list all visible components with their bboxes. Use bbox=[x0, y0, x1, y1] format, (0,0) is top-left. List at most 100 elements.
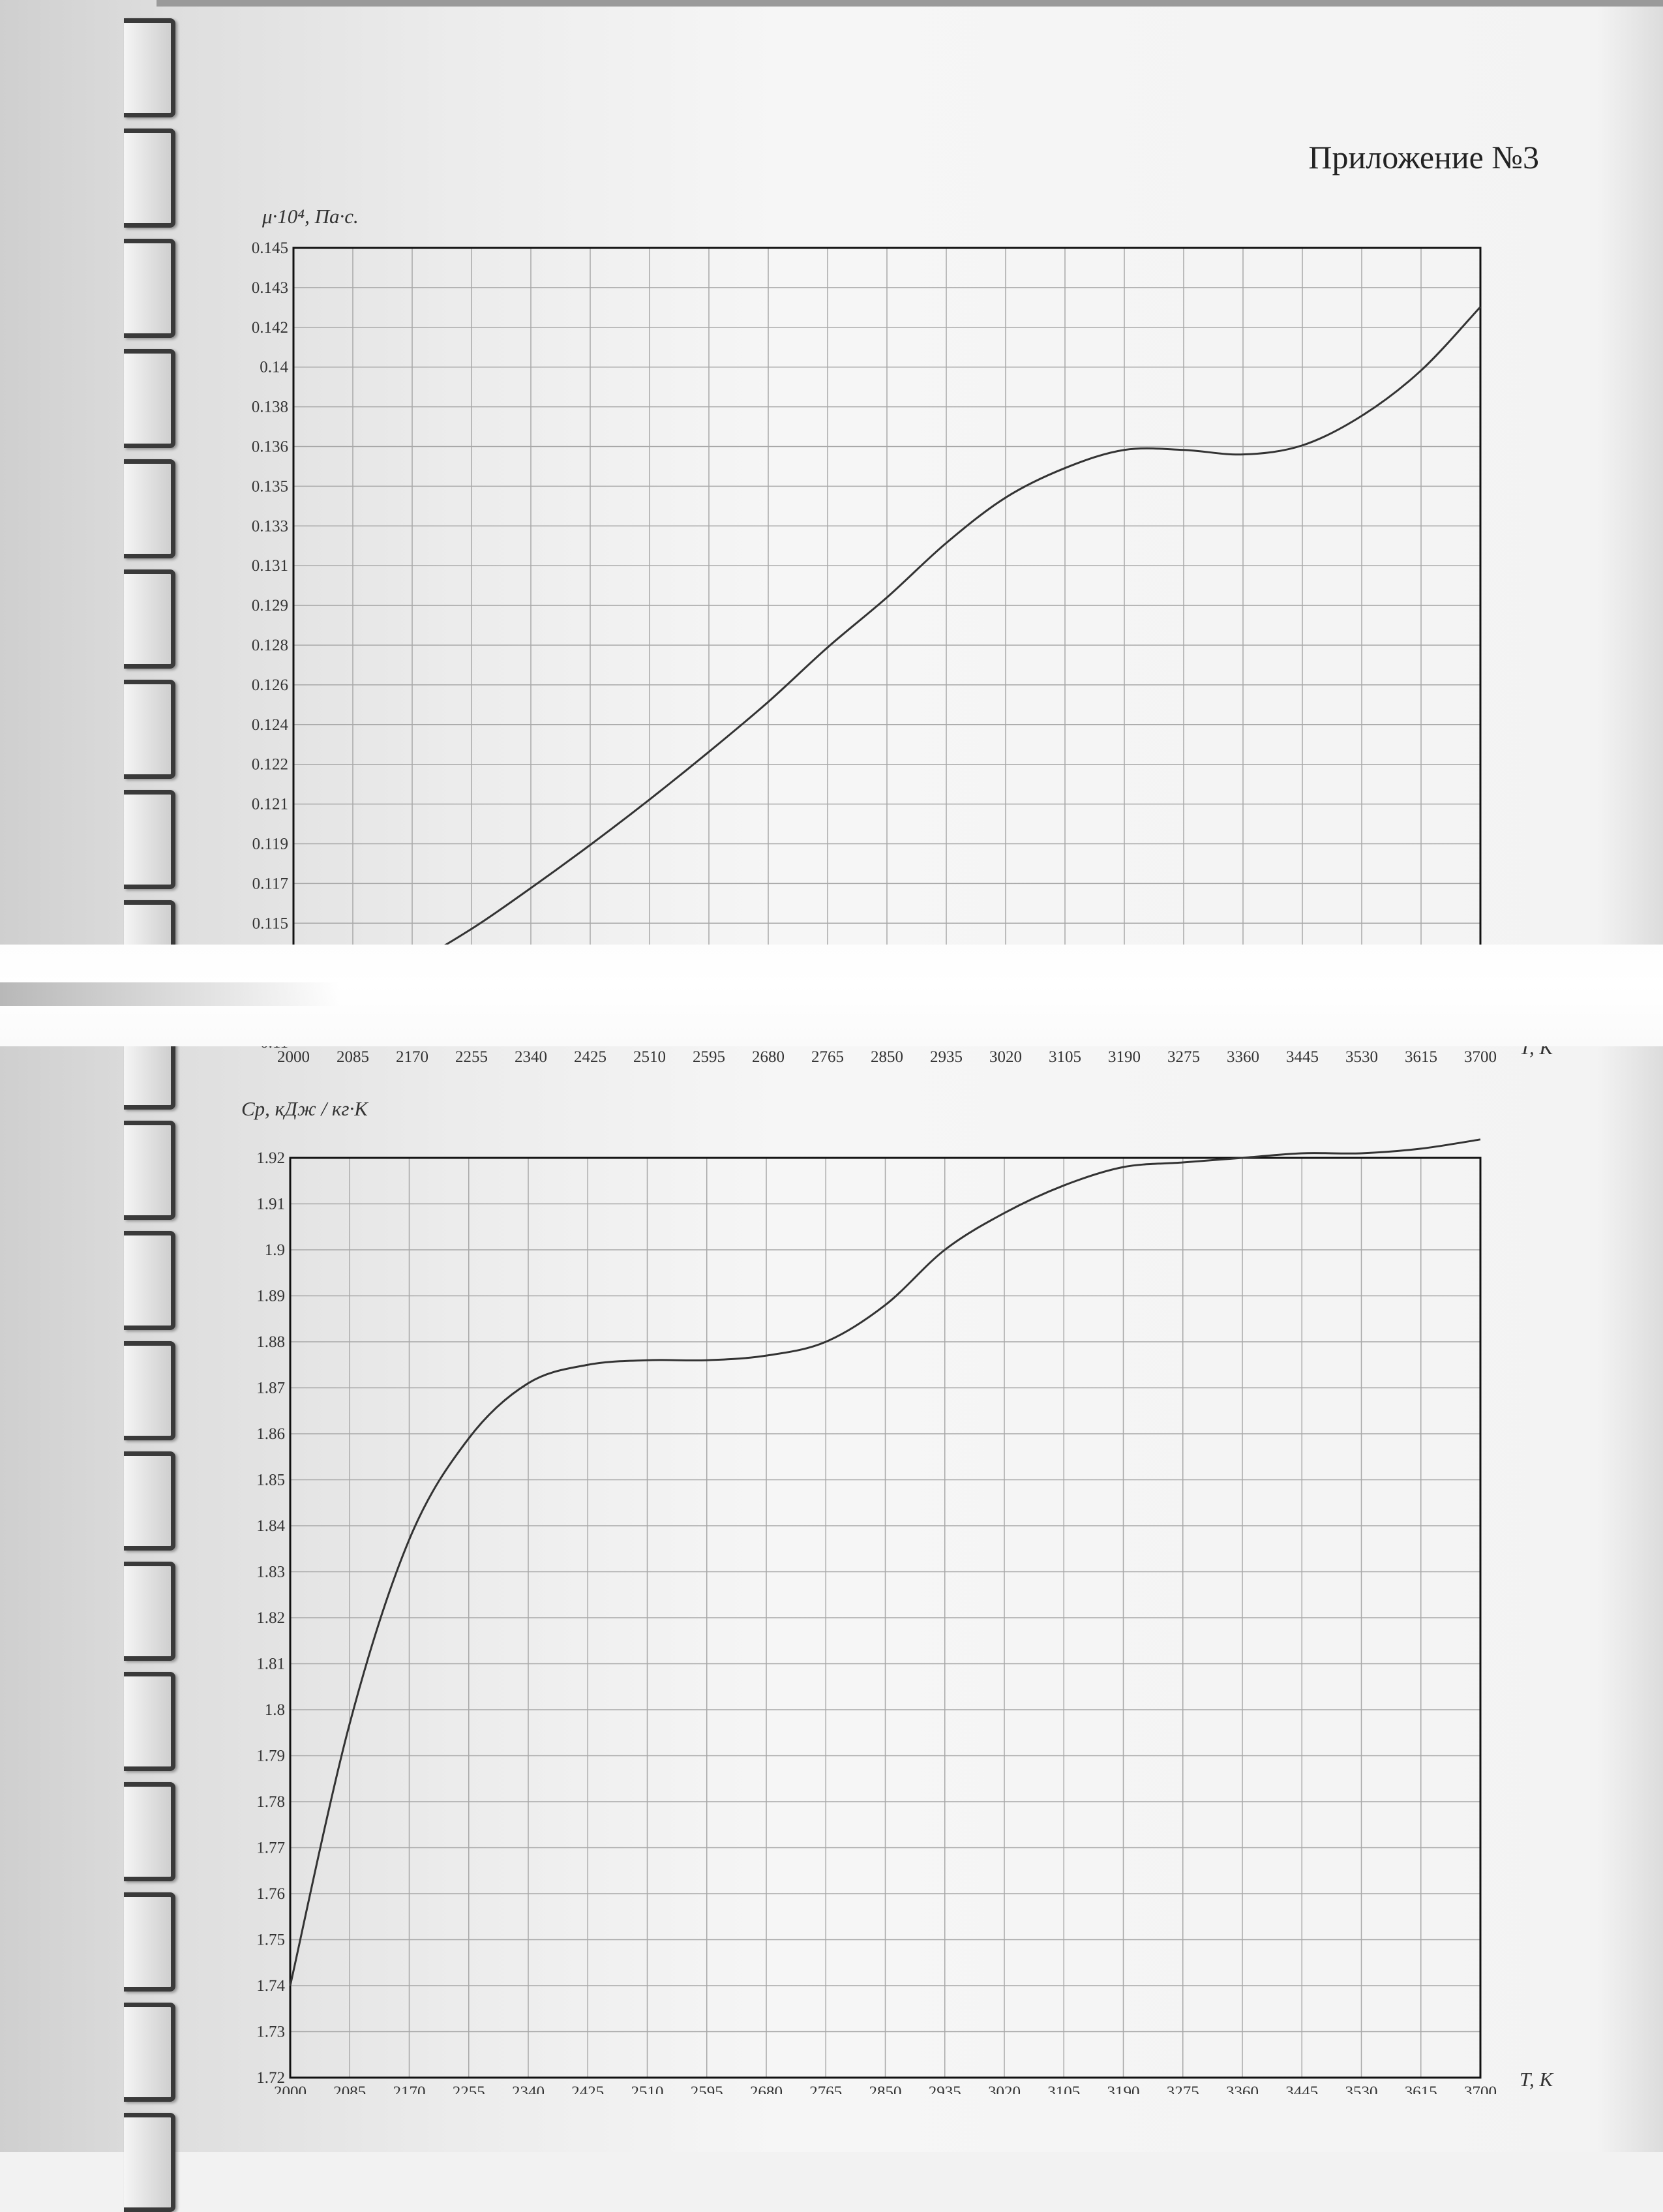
x-tick-label: 2680 bbox=[750, 2083, 783, 2094]
x-tick-label: 2850 bbox=[871, 1048, 903, 1066]
x-tick-label: 2085 bbox=[337, 1048, 369, 1066]
y-tick-label: 1.8 bbox=[265, 1701, 285, 1719]
binding-ring bbox=[124, 129, 175, 228]
y-tick-label: 0.136 bbox=[252, 438, 288, 456]
x-tick-label: 2170 bbox=[396, 1048, 428, 1066]
y-tick-label: 1.87 bbox=[256, 1380, 285, 1397]
x-tick-label: 3360 bbox=[1227, 1048, 1259, 1066]
y-tick-label: 1.78 bbox=[256, 1793, 285, 1811]
y-tick-label: 1.89 bbox=[256, 1288, 285, 1305]
x-tick-label: 2425 bbox=[571, 2083, 604, 2094]
y-tick-label: 0.124 bbox=[252, 716, 289, 734]
y-tick-label: 1.76 bbox=[256, 1885, 285, 1903]
y-tick-label: 1.81 bbox=[256, 1656, 285, 1673]
y-tick-label: 0.119 bbox=[252, 836, 288, 853]
binding-ring bbox=[124, 790, 175, 889]
x-tick-label: 2595 bbox=[691, 2083, 723, 2094]
binding-ring bbox=[124, 569, 175, 669]
x-tick-label: 3445 bbox=[1286, 1048, 1319, 1066]
x-tick-label: 2340 bbox=[515, 1048, 547, 1066]
x-tick-label: 2850 bbox=[869, 2083, 902, 2094]
y-tick-label: 0.117 bbox=[252, 875, 288, 892]
binding-ring bbox=[124, 1231, 175, 1330]
y-tick-label: 1.9 bbox=[265, 1241, 285, 1259]
x-tick-label: 2000 bbox=[274, 2083, 307, 2094]
binding-ring bbox=[124, 2003, 175, 2102]
binding-ring bbox=[124, 1121, 175, 1220]
x-tick-label: 2510 bbox=[631, 2083, 664, 2094]
binding-ring bbox=[124, 1782, 175, 1881]
y-tick-label: 0.143 bbox=[252, 279, 288, 297]
x-tick-label: 2595 bbox=[693, 1048, 725, 1066]
chart1-y-label: μ·10⁴, Па·с. bbox=[262, 205, 359, 228]
x-tick-label: 2680 bbox=[752, 1048, 785, 1066]
x-tick-label: 2510 bbox=[633, 1048, 666, 1066]
appendix-heading: Приложение №3 bbox=[1308, 139, 1539, 175]
x-tick-label: 2765 bbox=[809, 2083, 842, 2094]
y-tick-label: 0.131 bbox=[252, 557, 288, 575]
heat-capacity-series-line bbox=[289, 1138, 1481, 1986]
x-tick-label: 2425 bbox=[574, 1048, 607, 1066]
binding-ring bbox=[124, 1672, 175, 1771]
y-tick-label: 1.82 bbox=[256, 1609, 285, 1627]
y-tick-label: 1.84 bbox=[256, 1517, 285, 1535]
binding-ring bbox=[124, 1451, 175, 1551]
binding-ring bbox=[124, 1341, 175, 1440]
y-tick-label: 1.88 bbox=[256, 1333, 285, 1351]
y-tick-label: 1.86 bbox=[256, 1425, 285, 1443]
x-tick-label: 3530 bbox=[1345, 2083, 1378, 2094]
y-tick-label: 0.126 bbox=[252, 676, 288, 694]
binding-ring bbox=[124, 239, 175, 338]
x-tick-label: 3700 bbox=[1464, 2083, 1497, 2094]
binding-ring bbox=[124, 680, 175, 779]
chart2-frame bbox=[289, 1157, 1482, 2079]
x-tick-label: 2255 bbox=[453, 2083, 485, 2094]
x-tick-label: 3105 bbox=[1047, 2083, 1080, 2094]
binding-ring bbox=[124, 1562, 175, 1661]
x-tick-label: 2935 bbox=[929, 2083, 961, 2094]
heat-capacity-chart: Cp, кДж / кг·К 1.72 1.73 1.74 1.75 1.76 1.77 1… bbox=[241, 1097, 1554, 2094]
x-tick-label: 2170 bbox=[393, 2083, 426, 2094]
y-tick-label: 1.85 bbox=[256, 1472, 285, 1489]
y-tick-label: 0.135 bbox=[252, 477, 288, 495]
binding-ring bbox=[124, 18, 175, 117]
y-tick-label: 0.129 bbox=[252, 597, 288, 614]
x-tick-label: 3360 bbox=[1226, 2083, 1259, 2094]
chart2-y-label: Cp, кДж / кг·К bbox=[241, 1097, 369, 1120]
viscosity-chart: μ·10⁴, Па·с. 0.110.1120.1140.1150.1170.1… bbox=[252, 205, 1555, 1066]
x-tick-label: 3615 bbox=[1405, 2083, 1437, 2094]
x-tick-label: 3020 bbox=[989, 1048, 1022, 1066]
x-tick-label: 3530 bbox=[1345, 1048, 1378, 1066]
page-top-edge bbox=[157, 0, 1663, 7]
x-tick-label: 2340 bbox=[512, 2083, 545, 2094]
x-tick-label: 2935 bbox=[930, 1048, 963, 1066]
y-tick-label: 0.133 bbox=[252, 517, 288, 535]
y-tick-label: 1.72 bbox=[256, 2069, 285, 2087]
scan-gap bbox=[0, 945, 1663, 1046]
y-tick-label: 1.77 bbox=[256, 1840, 285, 1857]
x-tick-label: 3445 bbox=[1285, 2083, 1318, 2094]
y-tick-label: 1.74 bbox=[256, 1977, 285, 1995]
x-tick-label: 3105 bbox=[1049, 1048, 1081, 1066]
y-tick-label: 0.122 bbox=[252, 756, 288, 774]
y-tick-label: 1.92 bbox=[256, 1149, 285, 1167]
chart2-x-label: T, K bbox=[1520, 2068, 1554, 2091]
y-tick-label: 0.145 bbox=[252, 239, 288, 257]
x-tick-label: 3275 bbox=[1167, 1048, 1200, 1066]
y-tick-label: 0.115 bbox=[252, 915, 288, 932]
x-tick-label: 3700 bbox=[1464, 1048, 1497, 1066]
x-tick-label: 2000 bbox=[277, 1048, 310, 1066]
y-tick-label: 0.138 bbox=[252, 399, 288, 416]
y-tick-label: 0.128 bbox=[252, 637, 288, 654]
binding-ring bbox=[124, 1892, 175, 1992]
y-tick-label: 1.73 bbox=[256, 2023, 285, 2041]
y-tick-label: 1.75 bbox=[256, 1932, 285, 1949]
y-tick-label: 1.91 bbox=[256, 1196, 285, 1213]
y-tick-label: 1.83 bbox=[256, 1564, 285, 1581]
x-tick-label: 3275 bbox=[1167, 2083, 1199, 2094]
y-tick-label: 1.79 bbox=[256, 1748, 285, 1765]
x-tick-label: 2085 bbox=[333, 2083, 366, 2094]
binding-ring bbox=[124, 459, 175, 558]
x-tick-label: 3615 bbox=[1405, 1048, 1437, 1066]
